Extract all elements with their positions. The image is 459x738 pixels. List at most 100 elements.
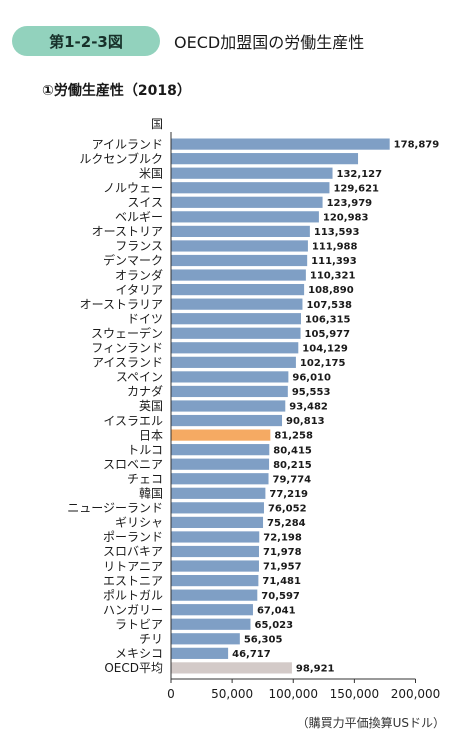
category-label: ハンガリー <box>103 603 163 617</box>
value-label: 72,198 <box>263 533 302 544</box>
category-label: ポルトガル <box>103 588 163 602</box>
category-label: フィンランド <box>91 341 163 355</box>
y-axis-label: 国 <box>151 117 163 131</box>
value-label: 113,593 <box>314 227 360 238</box>
value-label: 71,978 <box>263 547 302 558</box>
value-label: 96,010 <box>292 373 331 384</box>
value-label: 67,041 <box>257 605 296 616</box>
bar-country <box>171 545 259 558</box>
category-label: イタリア <box>115 283 163 297</box>
bar-country <box>171 444 270 456</box>
figure-title: OECD加盟国の労働生産性 <box>174 33 365 52</box>
x-tick-label: 50,000 <box>211 687 253 701</box>
category-label: チェコ <box>127 472 163 486</box>
bar-country <box>171 196 323 208</box>
value-label: 70,597 <box>261 591 300 602</box>
bar-country <box>171 531 260 543</box>
bar-country <box>171 604 253 616</box>
value-label: 102,175 <box>300 358 346 369</box>
chart-subtitle: ①労働生産性（2018） <box>42 83 191 99</box>
x-tick-label: 100,000 <box>268 687 318 701</box>
category-label: ベルギー <box>115 210 163 224</box>
category-label: ポーランド <box>103 530 163 544</box>
category-label: アイスランド <box>92 356 163 370</box>
bar-country <box>171 342 299 354</box>
category-label: トルコ <box>127 443 163 457</box>
bar-country <box>171 356 296 368</box>
bar-country <box>171 385 288 398</box>
value-label: 90,813 <box>286 416 325 427</box>
value-label: 104,129 <box>302 343 348 354</box>
category-label: カナダ <box>127 384 163 399</box>
bar-country <box>171 284 305 296</box>
bar-country <box>171 240 308 252</box>
bar-country <box>171 647 229 659</box>
category-label: オーストリア <box>92 225 163 239</box>
category-label: OECD平均 <box>104 661 163 675</box>
category-label: 日本 <box>139 428 163 442</box>
unit-note: （購買力平価換算USドル） <box>296 716 445 730</box>
value-label: 81,258 <box>274 431 313 442</box>
bar-country <box>171 560 259 572</box>
figure-header: 第1-2-3図 OECD加盟国の労働生産性 <box>12 26 364 56</box>
category-label: スペイン <box>116 370 163 384</box>
bar-country <box>171 589 258 601</box>
bar-country <box>171 269 306 281</box>
bar-japan <box>171 429 271 441</box>
category-label: ニュージーランド <box>67 501 163 515</box>
category-label: スウェーデン <box>91 325 163 340</box>
category-label: ギリシャ <box>115 516 163 530</box>
category-label: オーストラリア <box>80 297 163 311</box>
bar-country <box>171 153 359 165</box>
value-label: 123,979 <box>327 198 373 209</box>
bar-country <box>171 473 269 485</box>
bar-country <box>171 618 251 630</box>
category-label: ルクセンブルク <box>79 151 163 166</box>
figure-number-badge: 第1-2-3図 <box>12 26 160 56</box>
bar-country <box>171 327 301 339</box>
x-tick-label: 200,000 <box>391 687 441 701</box>
bar-country <box>171 138 390 150</box>
value-label: 98,921 <box>296 664 335 675</box>
value-label: 80,415 <box>273 445 312 456</box>
bar-country <box>171 516 264 528</box>
category-label: アイルランド <box>92 137 163 151</box>
value-label: 56,305 <box>244 634 283 645</box>
category-label: デンマーク <box>103 253 163 268</box>
bar-country <box>171 575 259 587</box>
bar-country <box>171 414 283 427</box>
bar-country <box>171 502 264 514</box>
bar-country <box>171 458 270 470</box>
category-label: リトアニア <box>103 559 163 573</box>
category-label: オランダ <box>115 267 163 282</box>
bar-country <box>171 211 319 223</box>
bar-country <box>171 371 289 383</box>
category-label: イスラエル <box>103 414 163 428</box>
category-label: エストニア <box>103 574 163 588</box>
value-label: 80,215 <box>273 460 312 471</box>
bar-country <box>171 225 310 237</box>
value-label: 129,621 <box>333 183 379 194</box>
value-label: 105,977 <box>305 329 351 340</box>
value-label: 111,988 <box>312 242 358 253</box>
category-label: ドイツ <box>127 312 163 326</box>
value-label: 95,553 <box>292 387 331 398</box>
bar-country <box>171 313 301 325</box>
value-label: 77,219 <box>269 489 308 500</box>
bar-country <box>171 254 308 267</box>
category-label: 英国 <box>139 399 163 413</box>
value-label: 76,052 <box>268 503 307 514</box>
bar-country <box>171 167 333 179</box>
value-label: 46,717 <box>232 649 271 660</box>
category-label: 米国 <box>139 166 163 180</box>
bar-oecd-average <box>171 662 292 674</box>
category-label: 韓国 <box>139 487 163 501</box>
value-label: 111,393 <box>311 256 357 267</box>
x-tick-label: 0 <box>167 687 175 701</box>
bar-country <box>171 182 330 194</box>
value-label: 93,482 <box>289 402 328 413</box>
category-label: フランス <box>115 239 163 253</box>
value-label: 110,321 <box>310 271 356 282</box>
value-label: 75,284 <box>267 518 306 529</box>
